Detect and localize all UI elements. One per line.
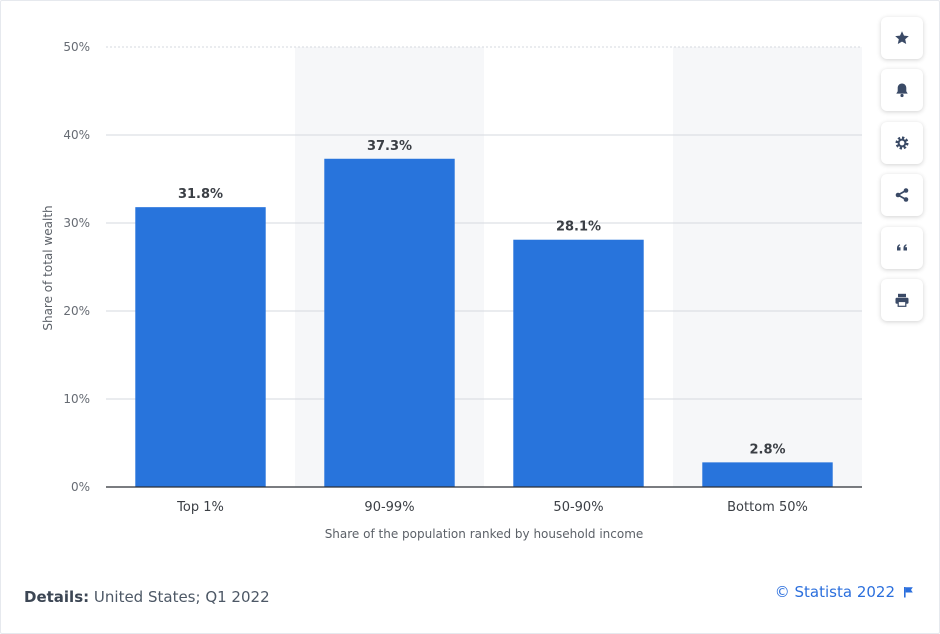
share-icon bbox=[895, 188, 909, 202]
credit-text: © Statista 2022 bbox=[774, 583, 895, 601]
bar[interactable] bbox=[135, 207, 266, 487]
flag-icon bbox=[904, 587, 913, 598]
star-icon bbox=[895, 31, 909, 44]
details-value: United States; Q1 2022 bbox=[93, 588, 270, 606]
bar[interactable] bbox=[702, 462, 833, 487]
details-label: Details: bbox=[24, 588, 90, 606]
y-tick-label: 0% bbox=[71, 480, 90, 494]
bar[interactable] bbox=[324, 158, 455, 487]
x-axis-title: Share of the population ranked by househ… bbox=[325, 527, 644, 541]
x-tick-label: Bottom 50% bbox=[727, 500, 808, 515]
favorite-button[interactable] bbox=[881, 17, 923, 59]
print-button[interactable] bbox=[881, 279, 923, 321]
quote-icon bbox=[897, 244, 907, 251]
y-tick-label: 20% bbox=[63, 304, 90, 318]
y-tick-label: 30% bbox=[63, 216, 90, 230]
alternating-band bbox=[673, 47, 862, 487]
y-tick-label: 50% bbox=[63, 40, 90, 54]
statista-credit-link[interactable]: © Statista 2022 bbox=[775, 583, 914, 601]
printer-icon bbox=[895, 293, 909, 307]
settings-button[interactable] bbox=[881, 122, 923, 164]
data-label: 2.8% bbox=[749, 442, 785, 457]
bell-icon bbox=[896, 83, 908, 98]
bar[interactable] bbox=[513, 239, 644, 487]
x-tick-label: 50-90% bbox=[553, 500, 603, 515]
cite-button[interactable] bbox=[881, 227, 923, 269]
y-axis-title: Share of total wealth bbox=[41, 205, 55, 330]
data-label: 37.3% bbox=[367, 139, 412, 154]
labels-layer: 0% 10% 20% 30% 40% 50% 31.8% Top 1% 37.3% 90-99% 2… bbox=[63, 40, 808, 515]
data-label: 31.8% bbox=[178, 187, 223, 202]
y-tick-label: 40% bbox=[63, 128, 90, 142]
details-text: Details: United States; Q1 2022 bbox=[24, 588, 270, 606]
notification-button[interactable] bbox=[881, 69, 923, 111]
bars-layer bbox=[135, 158, 833, 487]
x-tick-label: 90-99% bbox=[364, 500, 414, 515]
data-label: 28.1% bbox=[556, 220, 601, 235]
y-tick-label: 10% bbox=[63, 392, 90, 406]
share-button[interactable] bbox=[881, 174, 923, 216]
x-tick-label: Top 1% bbox=[176, 500, 224, 515]
gear-icon bbox=[895, 136, 909, 150]
